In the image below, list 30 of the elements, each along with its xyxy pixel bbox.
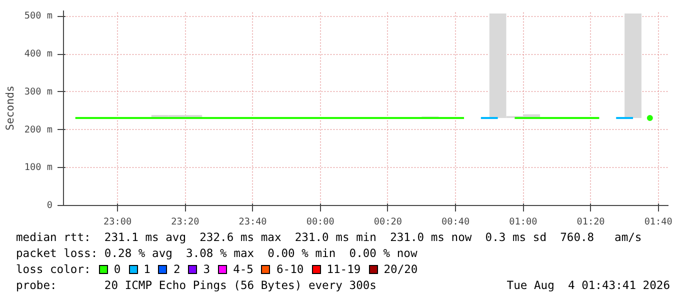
- x-tick-label: 00:20: [374, 216, 402, 228]
- x-tick-label: 23:00: [104, 216, 132, 228]
- x-tick-label: 23:40: [238, 216, 268, 228]
- x-tick-label: 01:40: [644, 216, 673, 228]
- x-tick-label: 00:00: [306, 216, 335, 228]
- bar: [624, 14, 642, 118]
- x-tick-label: 00:40: [442, 216, 470, 228]
- text: probe: 20 ICMP Echo Pings (56 Bytes) every 300s: [16, 278, 376, 294]
- legend-label: 6-10: [276, 263, 304, 276]
- x-tick-label: 01:20: [576, 216, 606, 228]
- x-tick-label: 01:00: [509, 216, 538, 228]
- y-tick-label: 400 m: [24, 48, 53, 60]
- legend-label: 1: [144, 263, 150, 276]
- legend-label: 0: [114, 263, 121, 276]
- text: packet loss: 0.28 % avg 3.08 % max 0.00 % min 0.00 % now: [16, 246, 418, 262]
- legend-label: 20/20: [384, 263, 418, 276]
- legend-label: 11-19: [326, 263, 361, 276]
- legend-label: 2: [173, 263, 180, 276]
- y-tick-label: 300 m: [24, 86, 53, 98]
- legend-label: 3: [203, 263, 210, 276]
- text: Tue Aug 4 01:43:41 2026: [506, 278, 670, 294]
- y-tick-label: 200 m: [24, 124, 53, 136]
- y-axis-title: Seconds: [3, 86, 16, 130]
- y-tick-label: 100 m: [24, 162, 53, 174]
- legend-title: loss color:: [16, 263, 91, 276]
- y-tick-label: 0: [46, 200, 53, 211]
- legend-label: 4-5: [233, 263, 254, 276]
- y-tick-label: 500 m: [24, 10, 53, 22]
- x-tick-label: 23:20: [171, 216, 200, 228]
- text: median rtt: 231.1 ms avg 232.6 ms max 231.0 ms min 231.0 ms now 0.3 ms sd 760.8 am/s: [16, 230, 643, 246]
